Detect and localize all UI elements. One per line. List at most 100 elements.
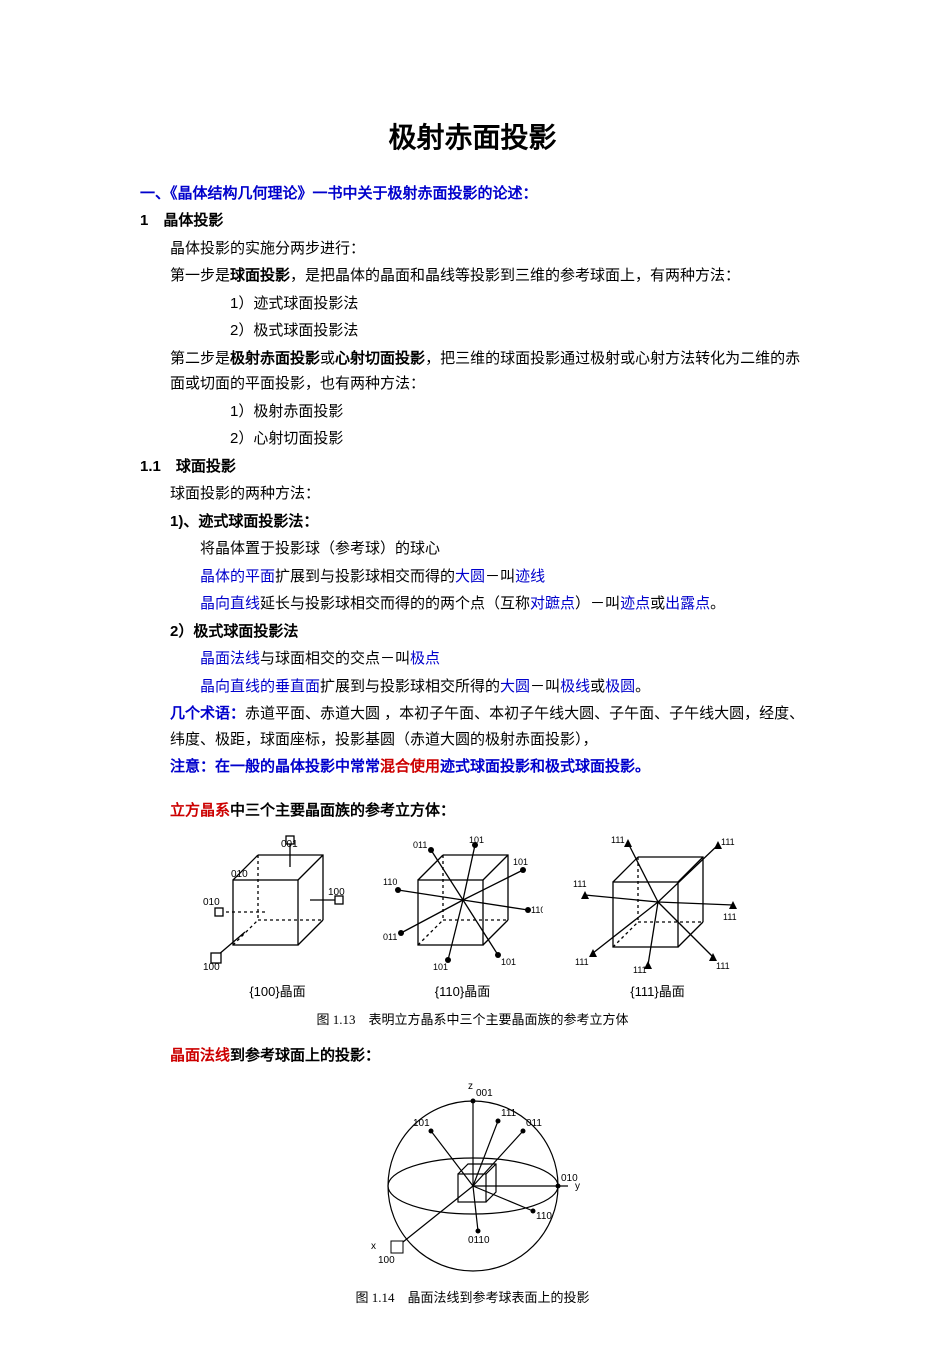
method1-heading: 1)、迹式球面投影法： [140,509,805,535]
m1l2-b: 扩展到与投影球相交而得的 [275,568,455,585]
lbl-100f: 100 [203,962,220,973]
normal-a: 晶面法线 [170,1047,230,1064]
lbl: 111 [573,879,587,889]
method2-heading: 2）极式球面投影法 [140,619,805,645]
lbl: 101 [513,857,528,867]
cube-100-icon: 001 100 010 100 010 [203,835,353,975]
normal-heading: 晶面法线到参考球面上的投影： [140,1043,805,1069]
step1-method-2: 2）极式球面投影法 [140,318,805,344]
lbl: 111 [501,1108,517,1119]
lbl: x [371,1241,376,1252]
m1l3-d: ）－叫 [575,595,620,612]
lbl: 011 [413,840,427,850]
step1-a: 第一步是 [170,267,230,284]
step2-method-1: 1）极射赤面投影 [140,399,805,425]
m1l2-d: －叫 [485,568,515,585]
cube-111: 111 111 111 111 111 111 111 {111}晶面 [573,835,743,1003]
figure-1-14-caption: 图 1.14 晶面法线到参考球表面上的投影 [140,1287,805,1309]
method2-line2: 晶向直线的垂直面扩展到与投影球相交所得的大圆－叫极线或极圆。 [140,674,805,700]
lbl: 111 [575,957,589,967]
lbl: 111 [611,835,625,845]
lbl: 100 [378,1255,395,1266]
lbl: 011 [383,932,397,942]
m1l3-e: 迹点 [620,595,650,612]
lbl: 101 [501,957,516,967]
step1-method-1: 1）迹式球面投影法 [140,291,805,317]
m2l1-c: 极点 [410,650,440,667]
m2l2-a: 晶向直线的垂直面 [200,678,320,695]
m2l2-e: 极线 [560,678,590,695]
lbl: z [468,1081,473,1092]
m2l2-h: 。 [635,678,650,695]
lbl: 101 [433,962,448,972]
step2-a: 第二步是 [170,350,230,367]
m2l2-g: 极圆 [605,678,635,695]
note-a: 注意：在一般的晶体投影中常常 [170,758,380,775]
method1-line2: 晶体的平面扩展到与投影球相交而得的大圆－叫迹线 [140,564,805,590]
intro-line: 晶体投影的实施分两步进行： [140,236,805,262]
step2-line: 第二步是极射赤面投影或心射切面投影，把三维的球面投影通过极射或心射方法转化为二维… [140,346,805,397]
m1l3-a: 晶向直线 [200,595,260,612]
step1-c: ，是把晶体的晶面和晶线等投影到三维的参考球面上，有两种方法： [290,267,740,284]
lbl: 110 [536,1211,552,1222]
m2l2-f: 或 [590,678,605,695]
normal-b: 到参考球面上的投影： [230,1047,380,1064]
m1l2-a: 晶体的平面 [200,568,275,585]
lbl: 011 [526,1118,542,1129]
cube-100-label: {100}晶面 [203,981,353,1003]
lbl-001: 001 [281,839,298,850]
m1l2-c: 大圆 [455,568,485,585]
note-line: 注意：在一般的晶体投影中常常混合使用迹式球面投影和极式球面投影。 [140,754,805,780]
m1l3-f: 或 [650,595,665,612]
step2-b: 极射赤面投影 [230,350,320,367]
lbl: 110 [531,905,543,915]
terms-a: 几个术语： [170,705,245,722]
note-c: 迹式球面投影和极式球面投影。 [440,758,650,775]
section-1-1-heading: 1.1 球面投影 [140,454,805,480]
m1l3-c: 对蹠点 [530,595,575,612]
lbl: 0110 [468,1235,490,1246]
figure-1-13: 001 100 010 100 010 {100}晶面 [140,835,805,1031]
sphere-projection-icon: 001 101 011 111 010 y 110 0110 100 x z [323,1081,623,1281]
m2l1-b: 与球面相交的交点－叫 [260,650,410,667]
lbl-010: 010 [203,897,220,908]
step2-d: 心射切面投影 [335,350,425,367]
m2l1-a: 晶面法线 [200,650,260,667]
lbl-100r: 100 [328,887,345,898]
cube-heading: 立方晶系中三个主要晶面族的参考立方体： [140,798,805,824]
m1l3-h: 。 [710,595,725,612]
lbl: 101 [469,835,484,845]
sphere-intro: 球面投影的两种方法： [140,481,805,507]
figure-1-13-caption: 图 1.13 表明立方晶系中三个主要晶面族的参考立方体 [140,1009,805,1031]
lbl: 111 [721,837,735,847]
lbl: 111 [633,965,647,975]
m1l2-e: 迹线 [515,568,545,585]
method1-line1: 将晶体置于投影球（参考球）的球心 [140,536,805,562]
m1l3-b: 延长与投影球相交而得的的两个点（互称 [260,595,530,612]
lbl: 111 [723,912,737,922]
page-title: 极射赤面投影 [140,115,805,163]
cube-100: 001 100 010 100 010 {100}晶面 [203,835,353,1003]
terms-b: 赤道平面、赤道大圆 ，本初子午面、本初子午线大圆、子午面、子午线大圆，经度、纬度… [170,705,804,748]
m2l2-c: 大圆 [500,678,530,695]
lbl-010f: 010 [231,869,248,880]
cube-110: 101 011 101 110 101 101 011 110 {110}晶面 [383,835,543,1003]
step2-c: 或 [320,350,335,367]
step1-b: 球面投影 [230,267,290,284]
lbl: y [575,1181,580,1192]
m2l2-d: －叫 [530,678,560,695]
m2l2-b: 扩展到与投影球相交所得的 [320,678,500,695]
cube-a: 立方晶系 [170,802,230,819]
lbl: 101 [413,1118,430,1129]
figure-1-14: 001 101 011 111 010 y 110 0110 100 x z 图… [140,1081,805,1309]
cube-110-icon: 101 011 101 110 101 101 011 110 [383,835,543,975]
cube-111-icon: 111 111 111 111 111 111 111 [573,835,743,975]
note-b: 混合使用 [380,758,440,775]
lbl: 111 [716,961,730,971]
section-1-subheading: 1 晶体投影 [140,208,805,234]
method2-line1: 晶面法线与球面相交的交点－叫极点 [140,646,805,672]
cube-110-label: {110}晶面 [383,981,543,1003]
step2-method-2: 2）心射切面投影 [140,426,805,452]
step1-line: 第一步是球面投影，是把晶体的晶面和晶线等投影到三维的参考球面上，有两种方法： [140,263,805,289]
cube-b: 中三个主要晶面族的参考立方体： [230,802,455,819]
